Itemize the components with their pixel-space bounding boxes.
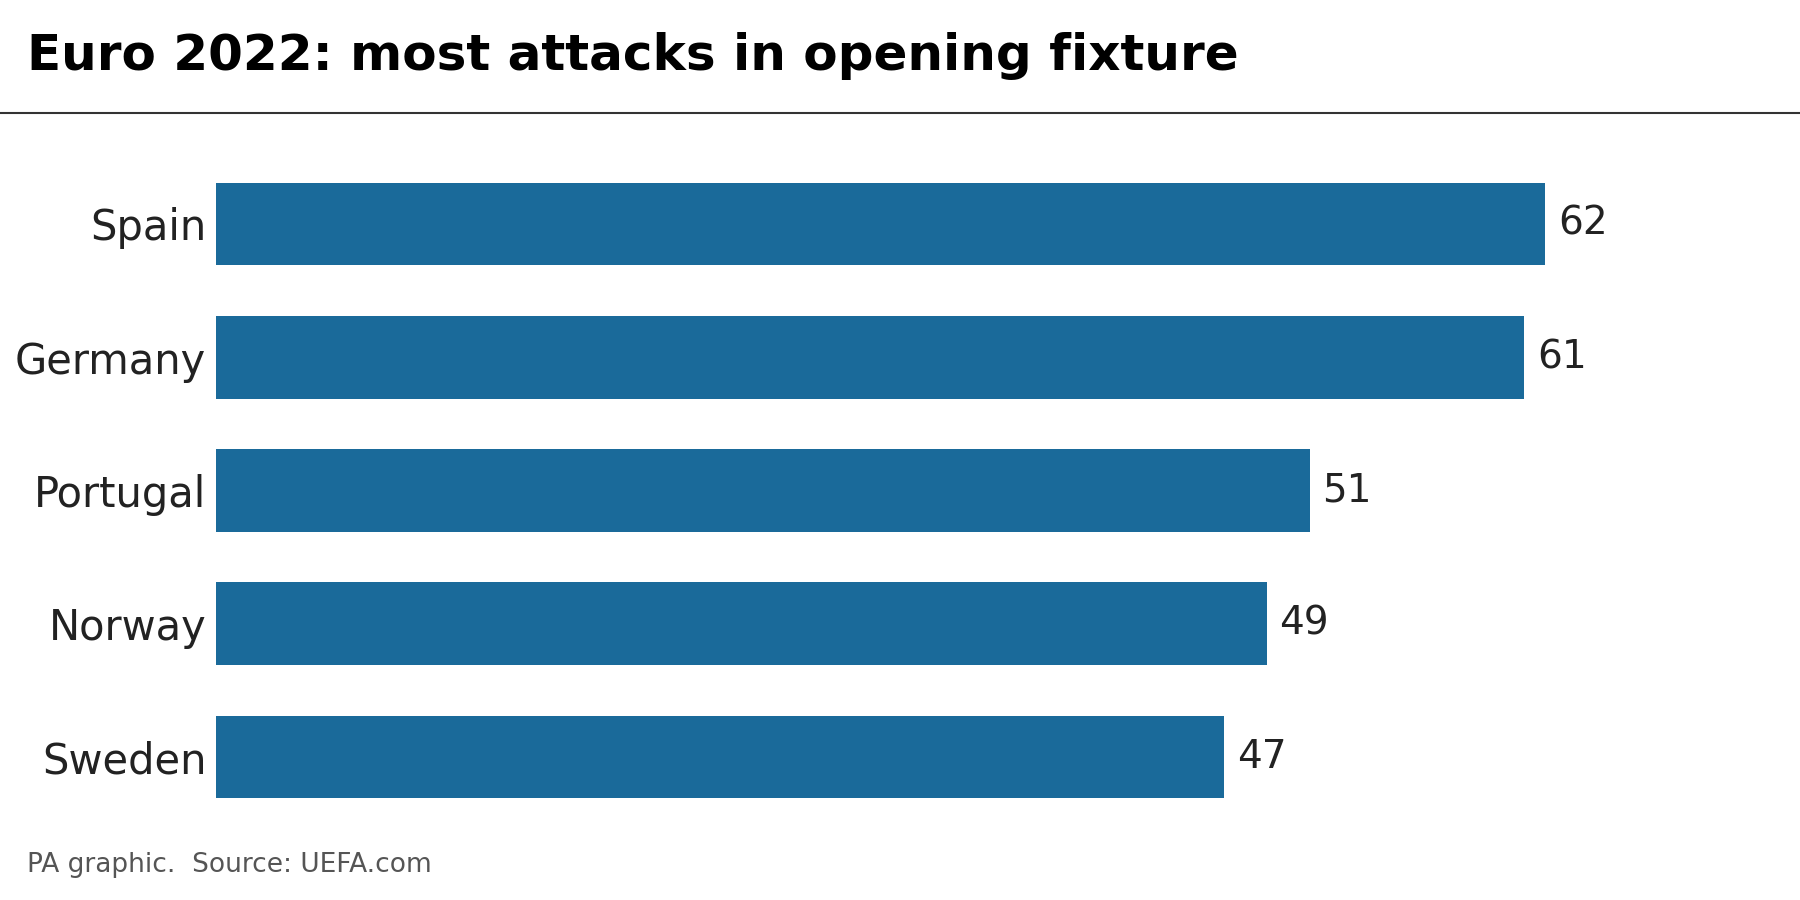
Text: PA graphic.  Source: UEFA.com: PA graphic. Source: UEFA.com: [27, 851, 432, 878]
Bar: [216, 183, 1546, 266]
Text: Euro 2022: most attacks in opening fixture: Euro 2022: most attacks in opening fixtu…: [27, 32, 1238, 79]
Bar: [216, 316, 1525, 399]
Text: 47: 47: [1237, 738, 1287, 776]
Bar: [216, 449, 1310, 532]
Text: 51: 51: [1323, 472, 1372, 509]
Text: 49: 49: [1280, 605, 1328, 643]
Bar: [216, 582, 1267, 665]
Text: 62: 62: [1559, 205, 1607, 243]
Text: 61: 61: [1537, 338, 1586, 376]
Bar: [216, 716, 1224, 798]
